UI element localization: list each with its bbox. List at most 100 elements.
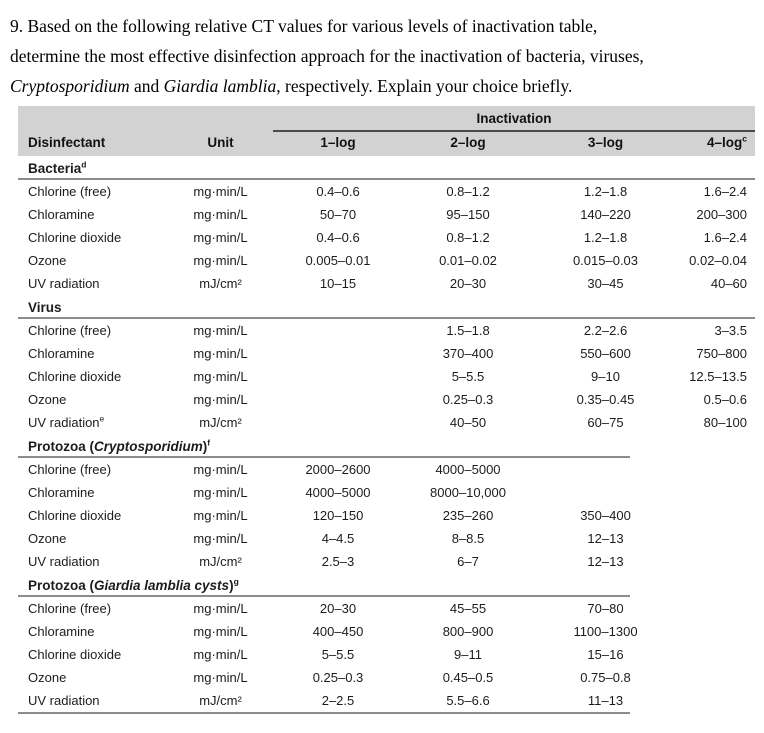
table-header: Inactivation Disinfectant Unit 1–log 2–l… xyxy=(18,106,756,156)
section-title-row: Virus xyxy=(18,295,755,317)
cell-2log: 20–30 xyxy=(449,276,487,291)
cell-2log: 8–8.5 xyxy=(451,531,485,546)
column-header-row: Disinfectant Unit 1–log 2–log 3–log 4–lo… xyxy=(18,131,756,156)
horizontal-rule xyxy=(18,317,756,319)
cell-3log: 12–13 xyxy=(587,531,624,546)
table-row: UV radiation mJ/cm² 2–2.5 5.5–6.6 11–13 xyxy=(18,689,755,712)
cell-3log: 1100–1300 xyxy=(573,624,638,639)
cell-2log: 9–11 xyxy=(454,647,482,662)
cell-1log: 2000–2600 xyxy=(305,462,371,477)
cell-3log: 70–80 xyxy=(587,601,624,616)
section-title-row: Protozoa (Cryptosporidium)f xyxy=(18,434,755,456)
cell-unit: mg·min/L xyxy=(193,184,248,199)
cell-disinfectant: Chlorine dioxide xyxy=(28,369,122,384)
cell-3log: 11–13 xyxy=(587,693,624,708)
col-header-disinfectant: Disinfectant xyxy=(18,131,168,156)
cell-disinfectant: UV radiation xyxy=(28,693,100,708)
table-bottom-rule xyxy=(18,712,755,714)
cell-1log: 400–450 xyxy=(312,624,364,639)
cell-1log xyxy=(273,342,403,365)
cell-3log: 0.015–0.03 xyxy=(572,253,639,268)
cell-2log: 0.45–0.5 xyxy=(442,670,494,685)
cell-4log: 3–3.5 xyxy=(714,323,748,338)
cell-disinfectant: Chloramine xyxy=(28,346,95,361)
cell-disinfectant: Ozone xyxy=(28,531,67,546)
cell-3log: 9–10 xyxy=(591,369,620,384)
cell-4log: 80–100 xyxy=(703,415,748,430)
cell-4log xyxy=(678,620,755,643)
cell-4log xyxy=(678,666,755,689)
table-row: Ozone mg·min/L 0.25–0.3 0.35–0.45 0.5–0.6 xyxy=(18,388,755,411)
cell-3log: 2.2–2.6 xyxy=(583,323,628,338)
cell-1log xyxy=(273,365,403,388)
cell-disinfectant: UV radiation xyxy=(28,276,100,291)
cell-3log: 1.2–1.8 xyxy=(583,230,628,245)
cell-1log xyxy=(273,388,403,411)
cell-unit: mJ/cm² xyxy=(199,554,242,569)
table-row: Chlorine (free) mg·min/L 20–30 45–55 70–80 xyxy=(18,597,755,620)
cell-2log: 800–900 xyxy=(442,624,494,639)
cell-disinfectant: UV radiatione xyxy=(28,413,105,430)
cell-unit: mg·min/L xyxy=(193,670,248,685)
section-rule xyxy=(18,178,756,180)
cell-unit: mg·min/L xyxy=(193,392,248,407)
cell-4log: 0.02–0.04 xyxy=(689,253,748,268)
horizontal-rule xyxy=(18,595,630,597)
cell-3log: 140–220 xyxy=(580,207,631,222)
cell-disinfectant: Ozone xyxy=(28,670,67,685)
cell-4log: 200–300 xyxy=(696,207,748,222)
cell-1log: 5–5.5 xyxy=(321,647,355,662)
table-row: Chloramine mg·min/L 400–450 800–900 1100–130… xyxy=(18,620,755,643)
cell-1log: 10–15 xyxy=(319,276,357,291)
cell-2log: 1.5–1.8 xyxy=(446,323,490,338)
cell-4log: 1.6–2.4 xyxy=(703,184,748,199)
cell-1log: 4–4.5 xyxy=(321,531,355,546)
cell-disinfectant: Chloramine xyxy=(28,485,95,500)
cell-2log: 45–55 xyxy=(449,601,487,616)
table-row: UV radiation mJ/cm² 10–15 20–30 30–45 40–60 xyxy=(18,272,755,295)
cell-2log: 8000–10,000 xyxy=(430,485,506,500)
cell-4log xyxy=(678,550,755,573)
table-row: Chlorine dioxide mg·min/L 5–5.5 9–10 12.5–13… xyxy=(18,365,755,388)
horizontal-rule xyxy=(18,712,630,714)
cell-1log: 120–150 xyxy=(312,508,364,523)
cell-unit: mg·min/L xyxy=(193,485,248,500)
cell-4log xyxy=(678,527,755,550)
cell-unit: mg·min/L xyxy=(193,346,248,361)
cell-1log: 2.5–3 xyxy=(321,554,355,569)
cell-2log: 0.25–0.3 xyxy=(442,392,494,407)
cell-unit: mg·min/L xyxy=(193,207,248,222)
cell-2log: 5–5.5 xyxy=(451,369,485,384)
cell-2log: 95–150 xyxy=(446,207,490,222)
table-row: Chlorine (free) mg·min/L 2000–2600 4000–500… xyxy=(18,458,755,481)
cell-3log: 550–600 xyxy=(580,346,631,361)
section-title: Protozoa (Cryptosporidium)f xyxy=(28,437,211,454)
section-title: Bacteriad xyxy=(28,159,87,176)
cell-unit: mg·min/L xyxy=(193,601,248,616)
col-header-unit: Unit xyxy=(168,131,273,156)
col-header-2log: 2–log xyxy=(403,131,533,156)
cell-4log: 0.5–0.6 xyxy=(703,392,748,407)
cell-3log: 1.2–1.8 xyxy=(583,184,628,199)
table-row: Chloramine mg·min/L 50–70 95–150 140–220 200–… xyxy=(18,203,755,226)
cell-4log: 1.6–2.4 xyxy=(703,230,748,245)
cell-2log: 235–260 xyxy=(442,508,494,523)
cell-disinfectant: Chlorine dioxide xyxy=(28,647,122,662)
cell-unit: mg·min/L xyxy=(193,323,248,338)
cell-1log: 0.4–0.6 xyxy=(316,184,360,199)
cell-1log: 0.25–0.3 xyxy=(312,670,364,685)
cell-2log: 370–400 xyxy=(442,346,494,361)
cell-disinfectant: Chloramine xyxy=(28,624,95,639)
cell-3log: 12–13 xyxy=(587,554,624,569)
cell-disinfectant: Chlorine (free) xyxy=(28,601,112,616)
cell-4log xyxy=(678,643,755,666)
cell-3log: 0.35–0.45 xyxy=(576,392,635,407)
section-rule xyxy=(18,317,756,319)
cell-4log xyxy=(678,597,755,620)
cell-2log: 0.8–1.2 xyxy=(446,184,490,199)
section-title: Virus xyxy=(28,300,62,315)
col-header-3log: 3–log xyxy=(533,131,678,156)
cell-3log: 30–45 xyxy=(587,276,624,291)
section-title-row: Protozoa (Giardia lamblia cysts)g xyxy=(18,573,755,595)
table-row: Chlorine (free) mg·min/L 1.5–1.8 2.2–2.6 3–3… xyxy=(18,319,755,342)
